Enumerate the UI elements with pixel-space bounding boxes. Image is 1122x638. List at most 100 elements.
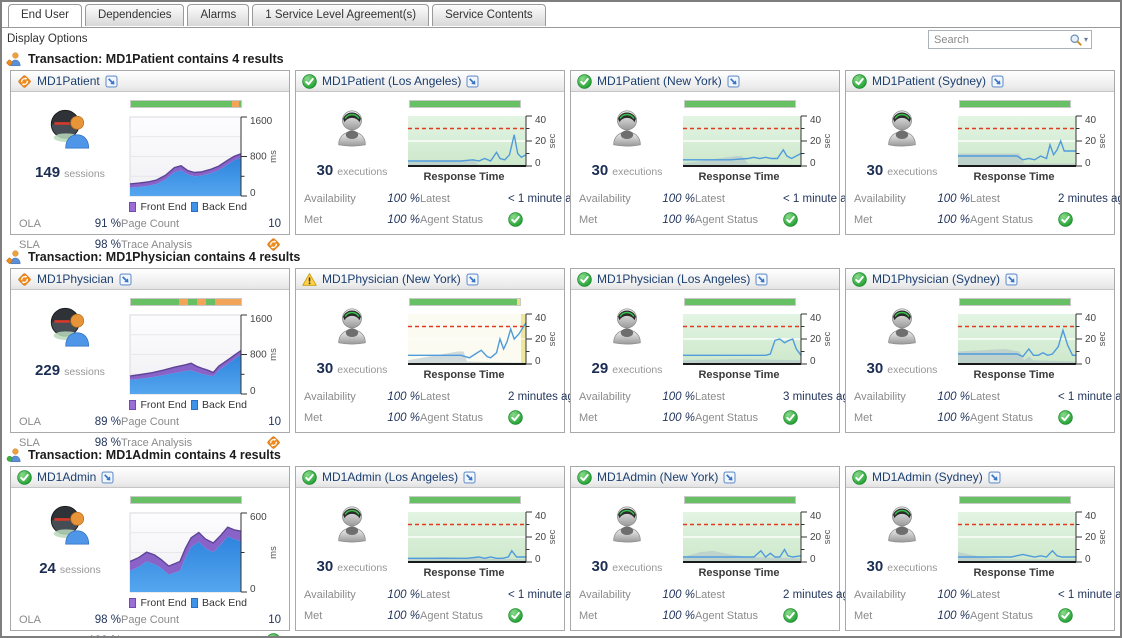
footer-value: 100 % xyxy=(662,609,695,622)
footer-value: 98 % xyxy=(94,238,121,251)
metric-unit-label: executions xyxy=(887,364,938,376)
metric-value: 29 xyxy=(591,360,609,377)
card-title: MD1Admin xyxy=(37,470,97,484)
card-footer: Availability 100 % Latest < 1 minute ago… xyxy=(846,584,1120,630)
footer-label: Met xyxy=(304,213,323,226)
card-chart[interactable]: 600 0 ms xyxy=(129,510,285,596)
svg-text:40: 40 xyxy=(535,511,547,522)
svg-text:0: 0 xyxy=(535,554,541,565)
legend-label: Back End xyxy=(202,201,247,213)
card-header: MD1Patient (Los Angeles) xyxy=(296,71,564,92)
status-bar-segment xyxy=(960,497,1070,503)
footer-label: Latest xyxy=(970,192,1000,205)
card-title: MD1Physician (New York) xyxy=(322,272,461,286)
card-chart[interactable]: 40 20 0 sec xyxy=(408,114,560,170)
metric-value: 30 xyxy=(866,558,884,575)
drilldown-icon[interactable] xyxy=(466,74,479,88)
footer-value: 100 % xyxy=(662,588,695,601)
card-chart[interactable]: 40 20 0 sec xyxy=(958,312,1110,368)
status-bar xyxy=(130,496,242,504)
footer-value: 2 minutes ago xyxy=(1058,192,1120,205)
search-input[interactable] xyxy=(934,33,1069,46)
drilldown-icon[interactable] xyxy=(463,470,476,484)
drilldown-icon[interactable] xyxy=(727,74,740,88)
footer-value: 100 % xyxy=(63,635,121,637)
action-status-icon xyxy=(17,74,32,89)
search-box[interactable]: ▾ xyxy=(928,30,1092,49)
sessions-icon xyxy=(47,106,93,152)
drilldown-icon[interactable] xyxy=(119,272,132,286)
card-chart[interactable]: 40 20 0 sec xyxy=(958,114,1110,170)
check-status-icon xyxy=(508,608,523,623)
front-end-legend-swatch xyxy=(129,400,137,410)
trace-analysis-icon[interactable] xyxy=(266,435,281,450)
footer-value xyxy=(235,237,281,252)
check-status-icon[interactable] xyxy=(266,633,281,636)
footer-value xyxy=(508,410,580,425)
trace-analysis-icon[interactable] xyxy=(266,237,281,252)
card-chart[interactable]: 1600 800 0 ms xyxy=(129,114,285,200)
check-status-icon xyxy=(1058,212,1073,227)
transaction-section: Transaction: MD1Physician contains 4 res… xyxy=(2,248,1120,449)
tab-dependencies[interactable]: Dependencies xyxy=(84,4,185,26)
metric-unit-label: executions xyxy=(337,562,388,574)
card-chart[interactable]: 40 20 0 sec xyxy=(683,114,835,170)
back-end-legend-swatch xyxy=(190,400,199,410)
footer-label: Latest xyxy=(970,390,1000,403)
svg-text:40: 40 xyxy=(810,313,822,324)
agent-executions-icon xyxy=(331,504,373,546)
card-chart[interactable]: 40 20 0 sec xyxy=(683,312,835,368)
drilldown-icon[interactable] xyxy=(988,470,1001,484)
card-title: MD1Patient (Sydney) xyxy=(872,74,987,88)
card-chart[interactable]: 40 20 0 sec xyxy=(683,510,835,566)
svg-text:sec: sec xyxy=(547,529,558,544)
back-end-legend-swatch xyxy=(190,598,199,608)
status-bar-segment xyxy=(685,299,795,305)
legend-label: Front End xyxy=(140,399,187,411)
drilldown-icon[interactable] xyxy=(101,470,114,484)
footer-label: Agent Status xyxy=(695,411,758,424)
tab-end-user[interactable]: End User xyxy=(8,4,82,27)
card-chart[interactable]: 1600 800 0 ms xyxy=(129,312,285,398)
metric-card: MD1Admin 24 sessions 600 0 ms Front End Back… xyxy=(10,466,290,636)
svg-text:sec: sec xyxy=(1097,529,1108,544)
footer-value: 100 % xyxy=(937,588,970,601)
status-bar xyxy=(409,298,521,306)
search-icon[interactable] xyxy=(1069,33,1083,47)
svg-text:20: 20 xyxy=(535,334,547,345)
status-bar-segment xyxy=(410,497,520,503)
svg-text:40: 40 xyxy=(810,511,822,522)
tab-bar: End User Dependencies Alarms 1 Service L… xyxy=(2,2,1120,28)
svg-text:ms: ms xyxy=(268,348,279,361)
metric-value-line: 30 executions xyxy=(317,360,388,378)
footer-value: < 1 minute ago xyxy=(508,192,585,205)
footer-value: 100 % xyxy=(662,411,695,424)
display-options-link[interactable]: Display Options xyxy=(7,33,88,45)
metric-card: MD1Patient (New York) 30 executions 40 20 0… xyxy=(570,70,859,235)
drilldown-icon[interactable] xyxy=(755,272,768,286)
drilldown-icon[interactable] xyxy=(723,470,736,484)
footer-value: 100 % xyxy=(937,213,970,226)
action-status-icon xyxy=(17,272,32,287)
card-chart[interactable]: 40 20 0 sec xyxy=(408,510,560,566)
search-options-caret-icon[interactable]: ▾ xyxy=(1083,35,1088,44)
tab-service-contents[interactable]: Service Contents xyxy=(432,4,546,26)
drilldown-icon[interactable] xyxy=(1005,272,1018,286)
footer-label: Availability xyxy=(304,390,356,403)
metric-unit-label: executions xyxy=(612,364,663,376)
tab-service-level-agreements[interactable]: 1 Service Level Agreement(s) xyxy=(252,4,430,26)
footer-label: Met xyxy=(579,609,598,622)
drilldown-icon[interactable] xyxy=(466,272,479,286)
agent-executions-icon xyxy=(331,108,373,150)
tab-alarms[interactable]: Alarms xyxy=(187,4,250,26)
drilldown-icon[interactable] xyxy=(991,74,1004,88)
drilldown-icon[interactable] xyxy=(105,74,118,88)
metric-unit-label: executions xyxy=(887,562,938,574)
card-footer: Availability 100 % Latest 2 minutes ago … xyxy=(846,188,1120,234)
footer-value: < 1 minute ago xyxy=(508,588,585,601)
card-footer: OLA 98 % Page Count 10 SLA 100 % Trace A… xyxy=(11,609,289,637)
svg-text:20: 20 xyxy=(810,136,822,147)
card-chart[interactable]: 40 20 0 sec xyxy=(408,312,560,368)
footer-label: Met xyxy=(579,411,598,424)
card-chart[interactable]: 40 20 0 sec xyxy=(958,510,1110,566)
